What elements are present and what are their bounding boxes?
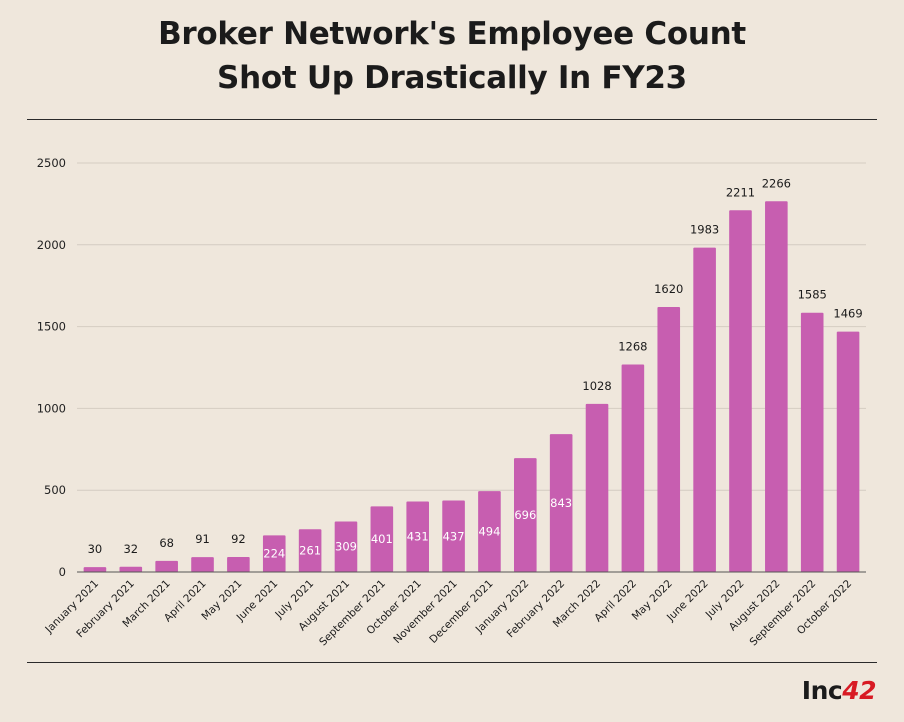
bar-value-label: 696 [514, 508, 536, 522]
bar-value-label: 309 [335, 540, 357, 554]
title-line-2: Shot Up Drastically In FY23 [217, 60, 687, 96]
bar [585, 403, 609, 572]
chart-title: Broker Network's Employee Count Shot Up … [0, 12, 904, 100]
bar-value-label: 91 [195, 532, 210, 546]
bar [800, 312, 824, 572]
x-tick-label: September 2021 [317, 578, 388, 649]
bar-value-label: 261 [299, 544, 321, 558]
bar-value-label: 2266 [762, 176, 791, 190]
bar-value-label: 431 [407, 530, 429, 544]
bar [334, 521, 358, 572]
bottom-divider [27, 662, 877, 663]
bar [83, 567, 107, 572]
top-divider [27, 119, 877, 120]
y-tick-label: 2000 [37, 238, 66, 252]
inc42-logo: Inc42 [801, 676, 877, 705]
bar [513, 458, 537, 572]
bar [549, 434, 573, 572]
bar [478, 491, 501, 572]
bar-value-label: 1620 [654, 282, 683, 296]
logo-text: Inc [801, 676, 843, 705]
bar-value-label: 1268 [618, 340, 647, 354]
bar-value-label: 494 [478, 525, 500, 539]
bar-value-label: 843 [550, 496, 572, 510]
y-tick-label: 2500 [37, 156, 66, 170]
bar [621, 364, 645, 572]
bar-value-label: 437 [443, 529, 465, 543]
x-tick-label: November 2021 [391, 578, 459, 646]
bar [442, 500, 465, 572]
bar [191, 557, 214, 572]
bar [836, 331, 860, 572]
title-line-1: Broker Network's Employee Count [158, 16, 746, 52]
bar-value-label: 1469 [833, 307, 862, 321]
bar-value-label: 92 [231, 532, 246, 546]
bar-value-label: 68 [159, 536, 174, 550]
bar-value-label: 1585 [798, 288, 827, 302]
bar-value-label: 1983 [690, 223, 719, 237]
bar [370, 506, 394, 572]
y-tick-label: 0 [59, 565, 66, 579]
bar-value-label: 30 [88, 542, 103, 556]
bar [155, 560, 178, 572]
y-tick-label: 1500 [37, 320, 66, 334]
bar [262, 535, 286, 572]
x-tick-label: September 2022 [748, 578, 819, 649]
bar-value-label: 401 [371, 532, 393, 546]
bar-value-label: 2211 [726, 185, 755, 199]
x-tick-label: December 2021 [427, 578, 495, 646]
bar-value-label: 32 [123, 542, 138, 556]
bar [119, 566, 143, 572]
bar-value-label: 224 [263, 547, 285, 561]
bar [298, 529, 322, 572]
bar [729, 210, 752, 572]
bar [765, 201, 788, 572]
bar-value-label: 1028 [582, 379, 611, 393]
bar [693, 247, 716, 572]
bar [657, 306, 681, 572]
bar [227, 556, 250, 572]
logo-number: 42 [842, 676, 876, 705]
y-tick-label: 500 [44, 483, 66, 497]
bar [406, 501, 430, 572]
y-tick-label: 1000 [37, 401, 66, 415]
